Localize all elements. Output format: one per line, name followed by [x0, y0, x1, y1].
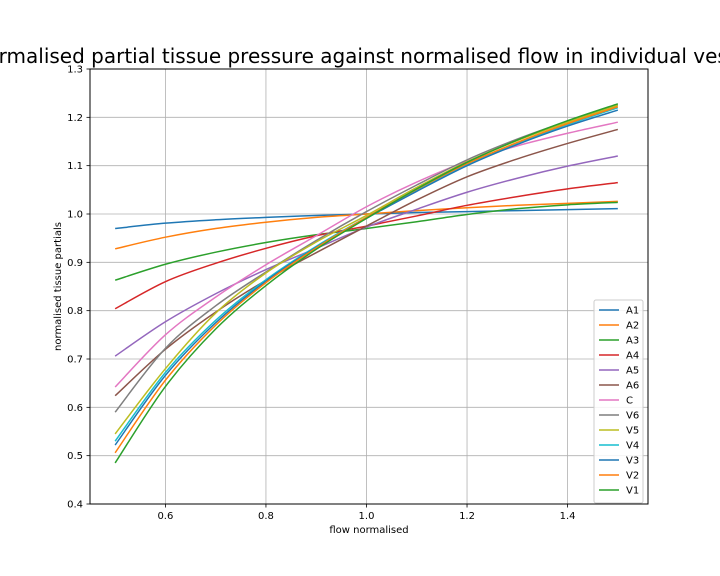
y-tick-label: 0.9: [67, 258, 83, 269]
axis-ticks: 0.6 0.8 1.0 1.2 1.4 0.4 0.5 0.6 0.7 0.8 0.9 1.0 1.1 1…: [67, 65, 575, 523]
legend-label: V1: [626, 486, 639, 497]
x-tick-label: 1.2: [459, 511, 475, 522]
x-tick-label: 0.8: [258, 511, 274, 522]
legend-label: C: [626, 396, 633, 407]
legend-label: A4: [626, 351, 639, 362]
legend-label: V6: [626, 411, 639, 422]
legend-label: V5: [626, 426, 639, 437]
legend: A1 A2 A3 A4 A5 A6 C V6 V5 V4 V3 V2 V1: [593, 299, 644, 504]
series-line-a3: [114, 201, 618, 281]
legend-box: [593, 299, 644, 504]
series-line-v1: [114, 103, 619, 464]
legend-label: A1: [626, 306, 639, 317]
legend-label: A6: [626, 381, 639, 392]
series-line-a2: [114, 200, 618, 250]
x-tick-label: 1.0: [359, 511, 375, 522]
series-line-a6: [114, 128, 619, 397]
x-axis-label: flow normalised: [329, 525, 408, 536]
y-tick-label: 0.5: [67, 451, 83, 462]
y-tick-label: 1.3: [67, 65, 83, 76]
x-tick-label: 1.4: [560, 511, 576, 522]
x-tick-label: 0.6: [157, 511, 173, 522]
series-lines: [114, 103, 619, 464]
series-line-a5: [114, 155, 618, 357]
y-tick-label: 0.6: [67, 403, 83, 414]
legend-label: V2: [626, 471, 639, 482]
series-line-v2: [114, 105, 619, 454]
legend-label: A2: [626, 321, 639, 332]
chart-title: Normalised partial tissue pressure again…: [0, 44, 720, 68]
y-tick-label: 0.7: [67, 355, 83, 366]
legend-label: V3: [626, 456, 639, 467]
legend-label: A5: [626, 366, 639, 377]
series-line-c: [114, 121, 619, 388]
y-tick-label: 0.4: [67, 500, 83, 511]
y-tick-label: 1.2: [67, 113, 83, 124]
legend-label: A3: [626, 336, 639, 347]
legend-label: V4: [626, 441, 639, 452]
plot-frame: [89, 68, 649, 505]
y-tick-label: 1.1: [67, 161, 83, 172]
y-axis-label: normalised tissue partials: [53, 222, 64, 351]
y-tick-label: 0.8: [67, 306, 83, 317]
y-tick-label: 1.0: [67, 210, 83, 221]
